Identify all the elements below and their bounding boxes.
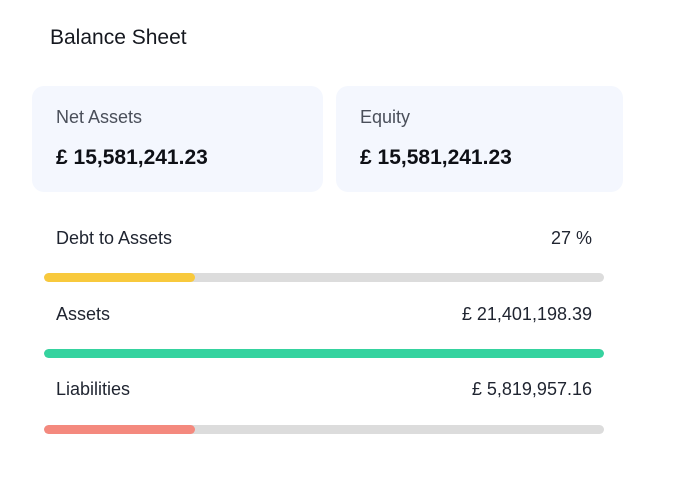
assets-progress-bar xyxy=(44,349,604,358)
liabilities-value: £ 5,819,957.16 xyxy=(471,379,592,399)
assets-value: £ 21,401,198.39 xyxy=(461,304,592,324)
liabilities-progress-fill xyxy=(44,425,196,434)
debt-to-assets-label: Debt to Assets xyxy=(56,228,173,248)
net-assets-card: Net Assets £ 15,581,241.23 xyxy=(32,86,323,192)
liabilities-label: Liabilities xyxy=(56,379,131,399)
page-title: Balance Sheet xyxy=(50,26,187,49)
assets-label: Assets xyxy=(56,304,111,324)
equity-card: Equity £ 15,581,241.23 xyxy=(336,86,623,192)
debt-to-assets-value: 27 % xyxy=(550,228,592,248)
assets-progress-fill xyxy=(44,349,604,358)
net-assets-label: Net Assets xyxy=(56,107,143,127)
equity-value: £ 15,581,241.23 xyxy=(360,146,512,169)
liabilities-progress-bar xyxy=(44,425,604,434)
net-assets-value: £ 15,581,241.23 xyxy=(56,146,208,169)
debt-to-assets-progress-bar xyxy=(44,273,604,282)
equity-label: Equity xyxy=(360,107,411,127)
debt-to-assets-progress-fill xyxy=(44,273,196,282)
